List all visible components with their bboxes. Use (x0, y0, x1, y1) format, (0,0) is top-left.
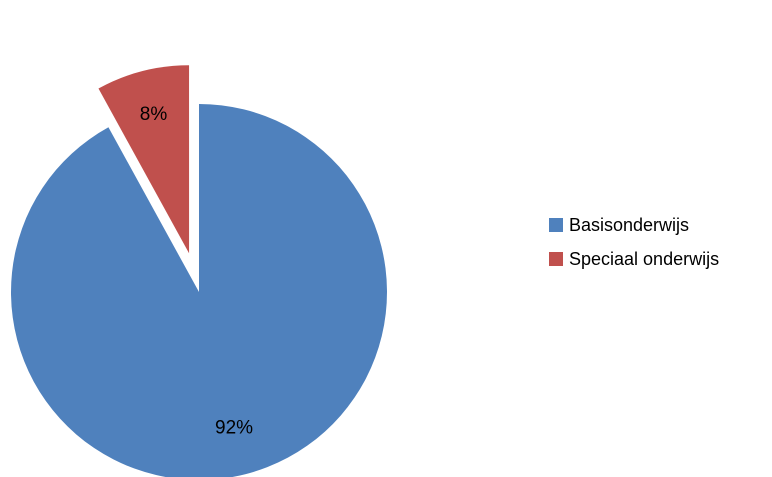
legend-label-basisonderwijs: Basisonderwijs (569, 215, 689, 236)
legend-label-speciaal-onderwijs: Speciaal onderwijs (569, 249, 719, 270)
legend-swatch-basisonderwijs (549, 218, 563, 232)
pie-label-speciaal-onderwijs: 8% (140, 104, 168, 125)
legend-item-basisonderwijs: Basisonderwijs (549, 212, 719, 238)
legend-swatch-speciaal-onderwijs (549, 252, 563, 266)
legend: Basisonderwijs Speciaal onderwijs (549, 212, 719, 280)
legend-item-speciaal-onderwijs: Speciaal onderwijs (549, 246, 719, 272)
pie-slice-basisonderwijs (11, 104, 387, 477)
pie-slices (11, 65, 387, 477)
pie-label-basisonderwijs: 92% (215, 418, 253, 439)
